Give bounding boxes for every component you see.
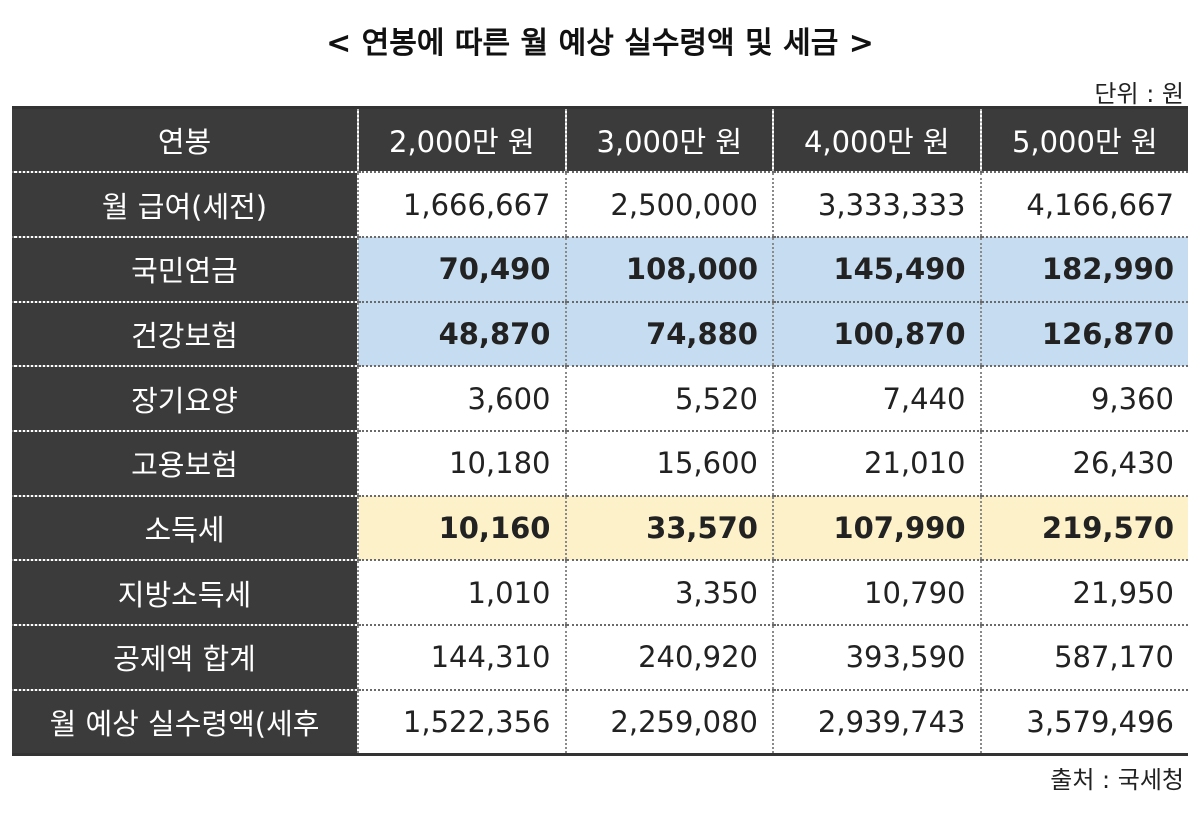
table-cell: 587,170: [979, 625, 1188, 691]
table-row: 고용보험 10,180 15,600 21,010 26,430: [12, 430, 1188, 497]
header-cell-annual-salary: 2,000만 원: [357, 106, 566, 174]
table-cell: 33,570: [564, 495, 773, 562]
table-cell: 2,500,000: [564, 172, 773, 238]
table-cell: 2,259,080: [564, 689, 773, 756]
table-row: 월 예상 실수령액(세후 1,522,356 2,259,080 2,939,743 3…: [12, 689, 1188, 756]
table-cell: 393,590: [772, 625, 981, 691]
header-cell-annual-salary: 3,000만 원: [564, 106, 773, 174]
table-cell: 21,950: [979, 560, 1188, 626]
table-row: 월 급여(세전) 1,666,667 2,500,000 3,333,333 4,166…: [12, 172, 1188, 238]
table-cell: 182,990: [979, 236, 1188, 303]
table-cell: 9,360: [979, 366, 1188, 432]
table-row: 장기요양 3,600 5,520 7,440 9,360: [12, 366, 1188, 432]
row-label: 소득세: [12, 495, 358, 562]
table-cell: 4,166,667: [979, 172, 1188, 238]
table-cell: 144,310: [357, 625, 566, 691]
table-cell: 1,010: [357, 560, 566, 626]
table-cell: 3,579,496: [979, 689, 1188, 756]
table-cell: 10,790: [772, 560, 981, 626]
table-cell: 3,350: [564, 560, 773, 626]
table-cell: 10,160: [357, 495, 566, 562]
table-cell: 3,333,333: [772, 172, 981, 238]
table-cell: 2,939,743: [772, 689, 981, 756]
table-row: 건강보험 48,870 74,880 100,870 126,870: [12, 301, 1188, 368]
row-label: 지방소득세: [12, 560, 358, 626]
table-cell: 145,490: [772, 236, 981, 303]
row-label: 장기요양: [12, 366, 358, 432]
source-label: 출처 : 국세청: [1050, 766, 1184, 794]
table-row: 소득세 10,160 33,570 107,990 219,570: [12, 495, 1188, 562]
header-cell-annual-salary: 5,000만 원: [979, 106, 1188, 174]
table-cell: 10,180: [357, 430, 566, 497]
unit-label: 단위 : 원: [1094, 80, 1184, 108]
table-cell: 100,870: [772, 301, 981, 368]
table-header-row: 연봉 2,000만 원 3,000만 원 4,000만 원 5,000만 원: [12, 106, 1188, 174]
row-label: 건강보험: [12, 301, 358, 368]
row-label: 월 예상 실수령액(세후: [12, 689, 358, 756]
table-row: 국민연금 70,490 108,000 145,490 182,990: [12, 236, 1188, 303]
table-cell: 74,880: [564, 301, 773, 368]
table-cell: 219,570: [979, 495, 1188, 562]
table-cell: 21,010: [772, 430, 981, 497]
table-cell: 126,870: [979, 301, 1188, 368]
table-cell: 5,520: [564, 366, 773, 432]
table-cell: 48,870: [357, 301, 566, 368]
table-row: 공제액 합계 144,310 240,920 393,590 587,170: [12, 625, 1188, 691]
table-cell: 107,990: [772, 495, 981, 562]
table-cell: 108,000: [564, 236, 773, 303]
table-cell: 3,600: [357, 366, 566, 432]
table-cell: 7,440: [772, 366, 981, 432]
header-cell-salary: 연봉: [12, 106, 358, 174]
row-label: 월 급여(세전): [12, 172, 358, 238]
row-label: 공제액 합계: [12, 625, 358, 691]
table-cell: 240,920: [564, 625, 773, 691]
table-cell: 1,522,356: [357, 689, 566, 756]
row-label: 고용보험: [12, 430, 358, 497]
table-cell: 1,666,667: [357, 172, 566, 238]
table-cell: 15,600: [564, 430, 773, 497]
page-title: < 연봉에 따른 월 예상 실수령액 및 세금 >: [326, 26, 874, 61]
table-cell: 70,490: [357, 236, 566, 303]
table-cell: 26,430: [979, 430, 1188, 497]
header-cell-annual-salary: 4,000만 원: [772, 106, 981, 174]
row-label: 국민연금: [12, 236, 358, 303]
table-row: 지방소득세 1,010 3,350 10,790 21,950: [12, 560, 1188, 626]
